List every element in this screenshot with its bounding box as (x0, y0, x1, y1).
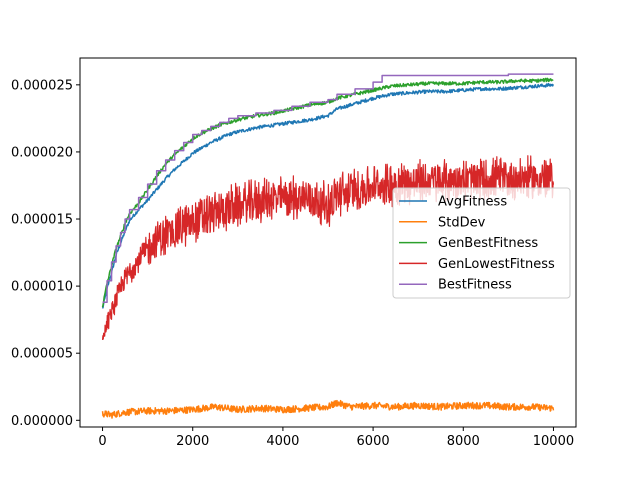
y-tick-label: 0.000025 (11, 78, 73, 93)
x-tick-label: 8000 (447, 434, 480, 449)
axes: 0 2000 4000 6000 8000 10000 0.000000 0.000005 0.… (11, 57, 577, 449)
series-line-stddev (101, 399, 555, 419)
y-tick-label: 0.000015 (11, 213, 73, 228)
y-tick-label: 0.000010 (11, 280, 73, 295)
series-line-genlowestfitness (101, 155, 555, 340)
legend: AvgFitness StdDev GenBestFitness GenLowestF… (392, 187, 571, 299)
axes-frame (79, 57, 577, 428)
legend-label-stddev: StdDev (438, 215, 486, 230)
series-line-avgfitness (101, 82, 554, 309)
x-tick-label: 0 (98, 434, 106, 449)
x-tick-label: 2000 (176, 434, 209, 449)
legend-box (392, 187, 571, 299)
series-line-bestfitness (102, 73, 554, 303)
y-tick-label: 0.000005 (11, 347, 73, 362)
legend-label-avgfitness: AvgFitness (438, 195, 507, 210)
y-tick-label: 0.000020 (11, 145, 73, 160)
legend-label-genlowestfitness: GenLowestFitness (438, 257, 555, 272)
x-tick-label: 4000 (266, 434, 299, 449)
x-tick-label: 10000 (533, 434, 574, 449)
x-tick-label: 6000 (357, 434, 390, 449)
y-tick-label: 0.000000 (11, 414, 73, 429)
legend-label-bestfitness: BestFitness (438, 278, 512, 293)
plot-area (101, 73, 555, 419)
legend-label-genbestfitness: GenBestFitness (438, 236, 538, 251)
